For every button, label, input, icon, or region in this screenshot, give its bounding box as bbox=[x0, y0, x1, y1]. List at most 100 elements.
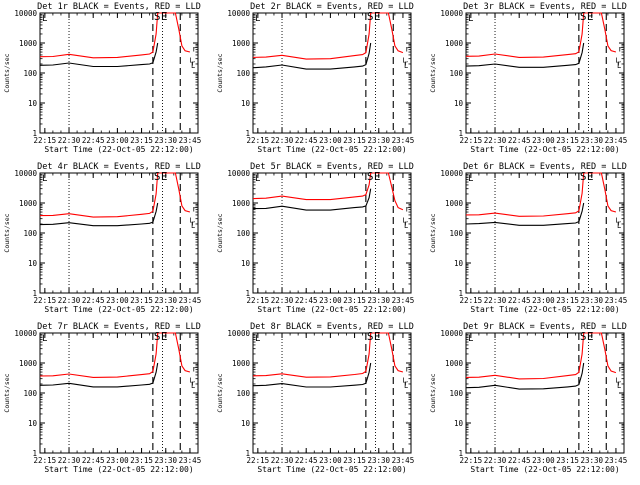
y-tick-label: 1 bbox=[458, 289, 463, 298]
x-tick-label: 22:15 bbox=[247, 296, 270, 305]
x-tick-label: 23:45 bbox=[179, 136, 202, 145]
y-axis-label: Counts/sec bbox=[429, 213, 437, 252]
x-tick-label: 22:30 bbox=[58, 136, 81, 145]
phase-marker-letter: E bbox=[161, 330, 168, 343]
y-axis-label: Counts/sec bbox=[3, 373, 11, 412]
events-series-line bbox=[39, 202, 159, 227]
events-series-line bbox=[39, 42, 159, 68]
y-tick-label: 10 bbox=[28, 99, 38, 108]
y-tick-label: 1 bbox=[32, 129, 37, 138]
x-tick-label: 23:15 bbox=[130, 136, 153, 145]
lld-series-line bbox=[465, 12, 617, 58]
x-tick-label: 23:00 bbox=[319, 136, 342, 145]
phase-marker-letter: S bbox=[580, 170, 587, 183]
x-tick-label: 23:00 bbox=[532, 136, 555, 145]
detector-panel: Det 7r BLACK = Events, RED = LLD 1 10 100 10… bbox=[3, 322, 201, 474]
phase-marker-letter: L bbox=[191, 382, 195, 390]
x-axis-label: Start Time (22-Oct-05 22:12:00) bbox=[470, 465, 619, 474]
panel-title: Det 1r BLACK = Events, RED = LLD bbox=[37, 2, 201, 12]
phase-marker-letter: E bbox=[374, 10, 381, 23]
x-tick-label: 23:45 bbox=[179, 296, 202, 305]
events-series-line bbox=[39, 362, 159, 388]
events-series-line bbox=[465, 202, 585, 226]
y-axis-label: Counts/sec bbox=[3, 213, 11, 252]
phase-marker-letter: L bbox=[617, 62, 621, 70]
y-tick-label: 1 bbox=[32, 289, 37, 298]
detector-panel: Det 1r BLACK = Events, RED = LLD 1 10 100 10… bbox=[3, 2, 201, 154]
x-tick-label: 23:00 bbox=[106, 456, 129, 465]
panel-title: Det 9r BLACK = Events, RED = LLD bbox=[463, 322, 627, 332]
y-tick-label: 100 bbox=[236, 229, 250, 238]
phase-marker-letter: r bbox=[191, 60, 195, 68]
lld-series-line bbox=[39, 12, 191, 59]
panel-title: Det 6r BLACK = Events, RED = LLD bbox=[463, 162, 627, 172]
x-tick-label: 22:15 bbox=[247, 456, 270, 465]
phase-marker-letter: L bbox=[615, 377, 619, 385]
x-tick-label: 22:45 bbox=[508, 136, 531, 145]
y-tick-label: 1000 bbox=[19, 199, 38, 208]
x-tick-label: 23:45 bbox=[605, 456, 628, 465]
y-tick-label: 100 bbox=[236, 69, 250, 78]
x-axis-label: Start Time (22-Oct-05 22:12:00) bbox=[470, 145, 619, 154]
phase-marker-letter: L bbox=[404, 62, 408, 70]
y-tick-label: 1 bbox=[458, 449, 463, 458]
phase-marker-letter: r bbox=[404, 60, 408, 68]
y-tick-label: 1 bbox=[245, 449, 250, 458]
x-tick-label: 22:45 bbox=[82, 136, 105, 145]
plot-frame bbox=[465, 172, 625, 294]
y-tick-label: 100 bbox=[449, 229, 463, 238]
x-tick-label: 22:30 bbox=[484, 296, 507, 305]
phase-marker-letter: S bbox=[154, 10, 161, 23]
lld-series-line bbox=[252, 332, 404, 378]
y-tick-label: 1000 bbox=[445, 199, 464, 208]
y-axis-label: Counts/sec bbox=[429, 53, 437, 92]
events-series-line bbox=[252, 188, 372, 211]
x-tick-label: 23:30 bbox=[580, 456, 603, 465]
phase-marker-letter: r bbox=[617, 220, 621, 228]
x-tick-label: 22:30 bbox=[271, 136, 294, 145]
lld-series-line bbox=[252, 172, 404, 211]
phase-marker-letter: L bbox=[402, 217, 406, 225]
y-axis-label: Counts/sec bbox=[216, 373, 224, 412]
y-tick-label: 1000 bbox=[445, 359, 464, 368]
x-axis-label: Start Time (22-Oct-05 22:12:00) bbox=[470, 305, 619, 314]
y-tick-label: 10000 bbox=[227, 329, 250, 338]
x-tick-label: 23:30 bbox=[154, 136, 177, 145]
phase-marker-letter: L bbox=[189, 217, 193, 225]
x-tick-label: 22:45 bbox=[508, 456, 531, 465]
x-tick-label: 23:15 bbox=[130, 456, 153, 465]
x-tick-label: 23:30 bbox=[367, 296, 390, 305]
panel-title: Det 2r BLACK = Events, RED = LLD bbox=[250, 2, 414, 12]
x-tick-label: 22:15 bbox=[460, 136, 483, 145]
y-tick-label: 100 bbox=[23, 69, 37, 78]
phase-marker-letter: r bbox=[404, 380, 408, 388]
y-tick-label: 1 bbox=[458, 129, 463, 138]
phase-marker-letter: L bbox=[404, 382, 408, 390]
y-tick-label: 10 bbox=[454, 259, 464, 268]
phase-marker-letter: S bbox=[367, 170, 374, 183]
detector-panel: Det 4r BLACK = Events, RED = LLD 1 10 100 10… bbox=[3, 162, 201, 314]
y-tick-label: 1000 bbox=[19, 359, 38, 368]
plot-frame bbox=[39, 172, 199, 294]
lld-series-line bbox=[252, 12, 404, 60]
phase-marker-letter: E bbox=[587, 170, 594, 183]
y-tick-label: 10 bbox=[241, 259, 251, 268]
y-tick-label: 1000 bbox=[19, 39, 38, 48]
x-tick-label: 22:15 bbox=[34, 296, 57, 305]
x-tick-label: 23:30 bbox=[367, 456, 390, 465]
y-tick-label: 10 bbox=[241, 419, 251, 428]
detector-panel: Det 6r BLACK = Events, RED = LLD 1 10 100 10… bbox=[429, 162, 627, 314]
y-tick-label: 100 bbox=[23, 229, 37, 238]
x-tick-label: 23:30 bbox=[154, 296, 177, 305]
panel-title: Det 4r BLACK = Events, RED = LLD bbox=[37, 162, 201, 172]
x-tick-label: 22:30 bbox=[484, 456, 507, 465]
phase-marker-letter: r bbox=[405, 205, 410, 214]
y-axis-label: Counts/sec bbox=[3, 53, 11, 92]
events-series-line bbox=[252, 42, 372, 70]
phase-marker-letter: L bbox=[255, 174, 260, 184]
phase-marker-letter: r bbox=[191, 220, 195, 228]
y-tick-label: 10000 bbox=[227, 9, 250, 18]
x-tick-label: 22:15 bbox=[34, 456, 57, 465]
x-tick-label: 23:45 bbox=[392, 296, 415, 305]
